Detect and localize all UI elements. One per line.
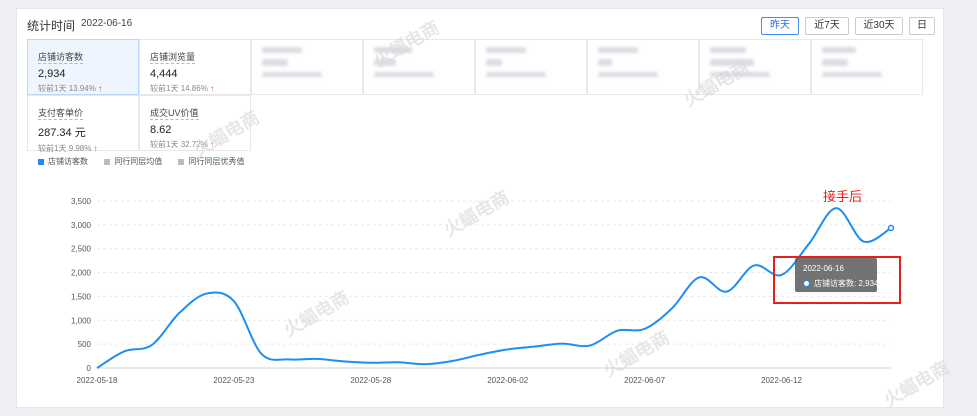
blurred-text [374,59,396,66]
y-tick-label: 1,500 [71,292,92,301]
metric-card-visitors[interactable]: 店铺访客数 2,934 较前1天 13.94% ↑ [27,39,139,95]
data-point [887,224,895,232]
blurred-text [710,47,746,53]
compare-label: 较前1天 [38,84,67,93]
chart-tooltip: 2022-06-16 店铺访客数: 2,934 [795,258,878,292]
metric-value: 8.62 [150,124,172,136]
metric-card-blurred[interactable] [475,39,587,95]
blurred-text [374,72,434,77]
range-7days-button[interactable]: 近7天 [805,17,849,35]
square-icon [178,158,185,165]
blurred-text [822,59,848,66]
tooltip-value: 2,934 [858,279,879,288]
x-tick-label: 2022-06-02 [487,376,528,385]
metric-card-blurred[interactable] [811,39,923,95]
arrow-up-icon: ↑ [98,84,103,93]
range-day-button[interactable]: 日 [909,17,935,35]
x-tick-label: 2022-06-07 [624,376,665,385]
metric-label: 店铺浏览量 [150,52,196,64]
metric-grid: 店铺访客数 2,934 较前1天 13.94% ↑ 店铺浏览量 4,444 较前… [27,39,935,154]
metric-card-uv-value[interactable]: 成交UV价值 8.62 较前1天 32.72% ↑ [139,95,251,151]
y-tick-label: 2,500 [71,245,92,254]
legend-item-peer-top[interactable]: 同行同层优秀值 [178,156,244,167]
y-tick-label: 1,000 [71,316,92,325]
series-dot-icon [803,280,810,288]
metric-card-blurred[interactable] [251,39,363,95]
legend-label: 店铺访客数 [48,157,88,166]
metric-label: 支付客单价 [38,108,84,120]
compare-value: 13.94% [68,84,96,93]
compare-value: 9.98% [68,144,92,153]
y-tick-label: 3,000 [71,221,92,230]
tooltip-row: 店铺访客数: 2,934 [803,278,878,289]
arrow-up-icon: ↑ [210,84,215,93]
metric-card-blurred[interactable] [587,39,699,95]
x-tick-label: 2022-05-18 [77,376,118,385]
blurred-text [710,59,754,66]
stat-time-label: 统计时间 [27,19,76,33]
compare-value: 32.72% [180,140,208,149]
metric-card-pageviews[interactable]: 店铺浏览量 4,444 较前1天 14.86% ↑ [139,39,251,95]
compare-label: 较前1天 [150,84,179,93]
tooltip-date: 2022-06-16 [803,264,844,273]
metric-card-avg-order-value[interactable]: 支付客单价 287.34 元 较前1天 9.98% ↑ [27,95,139,154]
stat-date: 2022-06-16 [81,18,133,29]
blurred-text [262,47,302,53]
legend-label: 同行同层优秀值 [188,157,245,166]
range-30days-button[interactable]: 近30天 [855,17,903,35]
blurred-text [486,59,502,66]
square-icon [104,158,111,165]
metric-label: 成交UV价值 [150,108,199,120]
square-icon [38,158,44,165]
x-tick-label: 2022-05-28 [350,376,391,385]
y-tick-label: 2,000 [71,269,92,278]
blurred-text [710,72,770,77]
metric-compare: 较前1天 32.72% ↑ [150,139,250,150]
y-tick-label: 3,500 [71,197,92,206]
blurred-text [598,59,612,66]
metric-label: 店铺访客数 [38,52,84,64]
blurred-text [262,72,322,77]
blurred-text [598,72,658,77]
compare-value: 14.86% [180,84,208,93]
blurred-text [822,72,882,77]
blurred-text [262,59,288,66]
compare-label: 较前1天 [150,140,179,149]
blurred-text [598,47,638,53]
metric-card-blurred[interactable] [363,39,475,95]
arrow-up-icon: ↑ [210,140,215,149]
x-tick-label: 2022-06-12 [761,376,802,385]
legend-label: 同行同层均值 [114,157,163,166]
x-tick-label: 2022-05-23 [213,376,254,385]
highlight-box [773,256,901,304]
blurred-text [374,47,412,53]
blurred-text [486,72,546,77]
y-tick-label: 0 [87,364,92,373]
series-line [96,207,892,369]
compare-label: 较前1天 [38,144,67,153]
metric-compare: 较前1天 14.86% ↑ [150,83,250,94]
metric-value: 287.34 元 [38,127,86,139]
legend-item-peer-avg[interactable]: 同行同层均值 [104,156,162,167]
arrow-up-icon: ↑ [93,144,98,153]
metric-compare: 较前1天 9.98% ↑ [38,143,138,154]
chart-legend: 店铺访客数 同行同层均值 同行同层优秀值 [38,156,258,167]
metric-value: 4,444 [150,68,178,80]
annotation-text: 接手后 [823,189,863,204]
overview-panel: 统计时间 2022-06-16 昨天 近7天 近30天 日 店铺访客数 2,93… [16,8,944,408]
y-tick-label: 500 [78,340,92,349]
tooltip-series: 店铺访客数 [814,279,854,288]
legend-item-visitors[interactable]: 店铺访客数 [38,156,88,167]
metric-value: 2,934 [38,68,66,80]
metric-card-blurred[interactable] [699,39,811,95]
blurred-text [486,47,526,53]
range-yesterday-button[interactable]: 昨天 [761,17,799,35]
metric-compare: 较前1天 13.94% ↑ [38,83,138,94]
blurred-text [822,47,856,53]
